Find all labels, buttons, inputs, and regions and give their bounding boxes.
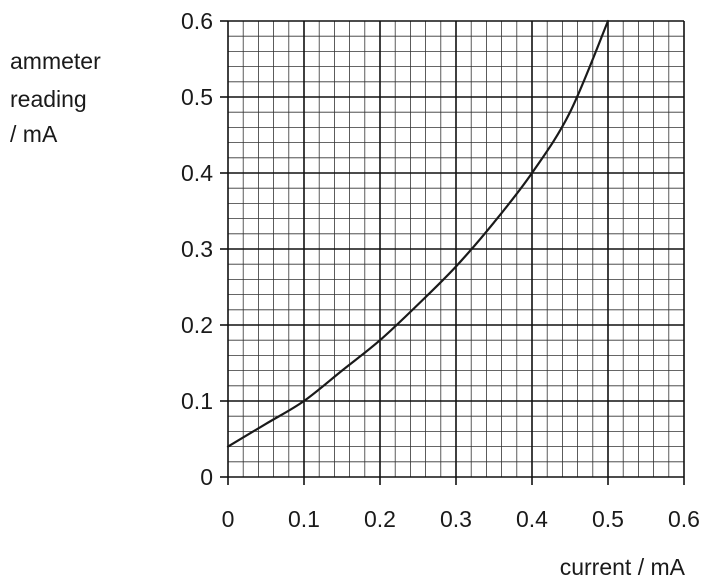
y-axis-label-line: ammeter <box>10 48 101 74</box>
y-axis-label-line: reading <box>10 86 87 112</box>
y-tick-label: 0.4 <box>181 160 213 186</box>
y-tick-label: 0.2 <box>181 312 213 338</box>
x-tick-label: 0.3 <box>440 506 472 532</box>
y-tick-label: 0.1 <box>181 388 213 414</box>
y-tick-label: 0.3 <box>181 236 213 262</box>
axis-ticks: 0 0.1 0.2 0.3 0.4 0.5 0.6 0 0.1 0.2 0.3 0.4 0.5 0.6 <box>181 8 700 532</box>
series-line <box>226 19 610 448</box>
x-tick-label: 0.5 <box>592 506 624 532</box>
grid <box>227 20 685 478</box>
x-tick-label: 0 <box>222 506 235 532</box>
y-tick-label: 0.5 <box>181 84 213 110</box>
y-axis-label-line: / mA <box>10 121 58 147</box>
x-tick-label: 0.4 <box>516 506 548 532</box>
x-tick-label: 0.1 <box>288 506 320 532</box>
x-axis-label: current / mA <box>559 554 685 580</box>
y-tick-label: 0.6 <box>181 8 213 34</box>
y-tick-label: 0 <box>200 464 213 490</box>
x-tick-label: 0.2 <box>364 506 396 532</box>
x-tick-label: 0.6 <box>668 506 700 532</box>
series-layer <box>226 19 610 448</box>
